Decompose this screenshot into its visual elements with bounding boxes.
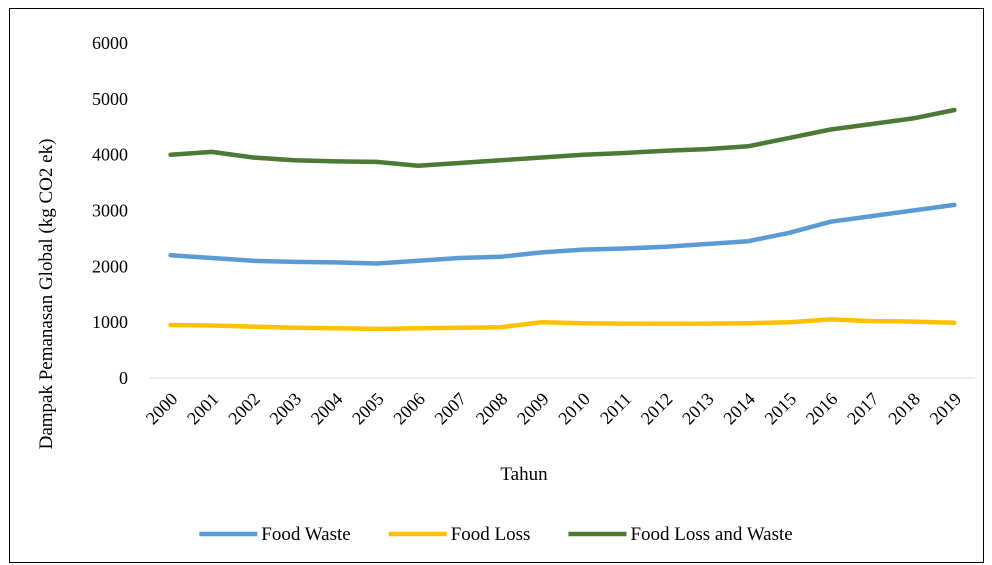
x-tick-label: 2009 xyxy=(513,389,553,429)
x-tick-label: 2013 xyxy=(678,389,718,429)
y-tick-label: 4000 xyxy=(92,145,128,165)
legend-item-food-waste: Food Waste xyxy=(199,524,351,545)
y-tick-label: 1000 xyxy=(92,312,128,332)
x-tick-label: 2011 xyxy=(596,389,635,428)
chart-frame xyxy=(9,8,984,563)
legend-item-food-loss: Food Loss xyxy=(388,524,531,545)
x-tick-label: 2000 xyxy=(142,389,182,429)
legend-label: Food Loss xyxy=(451,524,531,545)
y-axis-title: Dampak Pemanasan Global (kg CO2 ek) xyxy=(36,139,57,450)
x-axis-title: Tahun xyxy=(500,464,548,485)
legend: Food Waste Food Loss Food Loss and Waste xyxy=(199,524,793,545)
x-tick-label: 2002 xyxy=(224,389,264,429)
series-line-food-loss-and-waste xyxy=(168,107,957,169)
x-tick-label: 2015 xyxy=(761,389,801,429)
x-tick-label: 2019 xyxy=(926,389,966,429)
y-axis-tick-labels: 0 1000 2000 3000 4000 5000 6000 xyxy=(92,33,128,388)
x-tick-label: 2016 xyxy=(802,389,842,429)
x-tick-label: 2001 xyxy=(183,389,223,429)
series-line-food-loss xyxy=(168,317,957,332)
legend-label: Food Loss and Waste xyxy=(630,524,792,545)
x-tick-label: 2012 xyxy=(637,389,677,429)
y-tick-label: 2000 xyxy=(92,256,128,276)
x-tick-label: 2010 xyxy=(554,389,594,429)
legend-label: Food Waste xyxy=(261,524,350,545)
x-tick-label: 2014 xyxy=(719,389,759,429)
series-line-food-waste xyxy=(168,202,957,266)
series-lines xyxy=(168,107,957,332)
x-tick-label: 2017 xyxy=(843,389,883,429)
x-tick-label: 2006 xyxy=(389,389,429,429)
x-tick-label: 2004 xyxy=(307,389,347,429)
x-tick-label: 2008 xyxy=(472,389,512,429)
y-tick-label: 6000 xyxy=(92,33,128,53)
x-tick-label: 2003 xyxy=(266,389,306,429)
x-tick-label: 2007 xyxy=(431,389,471,429)
y-tick-label: 5000 xyxy=(92,89,128,109)
x-axis-tick-labels: 2000 2001 2002 2003 2004 2005 2006 2007 2008 2009… xyxy=(142,389,965,429)
y-tick-label: 3000 xyxy=(92,201,128,221)
y-tick-label: 0 xyxy=(119,368,128,388)
legend-item-food-loss-and-waste: Food Loss and Waste xyxy=(568,524,793,545)
x-tick-label: 2005 xyxy=(348,389,388,429)
x-tick-label: 2018 xyxy=(884,389,924,429)
